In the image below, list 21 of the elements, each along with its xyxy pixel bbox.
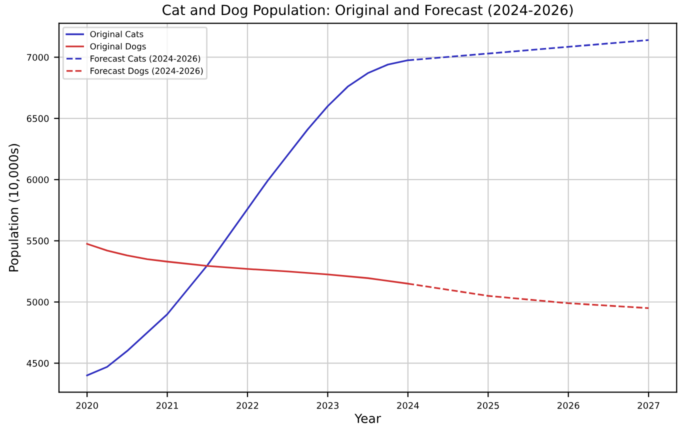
legend-label: Forecast Dogs (2024-2026) <box>90 68 203 76</box>
x-tick-label: 2020 <box>76 402 98 409</box>
y-axis-title: Population (10,000s) <box>8 144 21 272</box>
y-tick-label: 5500 <box>26 238 49 244</box>
legend-label: Original Dogs <box>90 43 146 52</box>
y-tick-label: 7000 <box>27 54 49 61</box>
x-tick-label: 2025 <box>477 402 499 409</box>
legend-label: Original Cats <box>90 30 144 39</box>
legend-label: Forecast Cats (2024-2026) <box>90 55 200 63</box>
x-tick-label: 2021 <box>156 402 178 409</box>
x-tick-label: 2027 <box>638 402 660 409</box>
y-tick-label: 6500 <box>26 115 49 122</box>
x-tick-label: 2024 <box>397 402 419 409</box>
y-tick-label: 6000 <box>26 176 49 184</box>
x-axis-title: Year <box>354 414 382 424</box>
y-tick-label: 5000 <box>26 298 49 306</box>
chart-title: Cat and Dog Population: Original and Forecast (2024-2026) <box>162 4 573 18</box>
x-tick-label: 2026 <box>558 402 580 409</box>
x-tick-label: 2022 <box>236 402 258 409</box>
x-tick-label: 2023 <box>316 402 338 409</box>
y-tick-label: 4500 <box>26 360 49 367</box>
